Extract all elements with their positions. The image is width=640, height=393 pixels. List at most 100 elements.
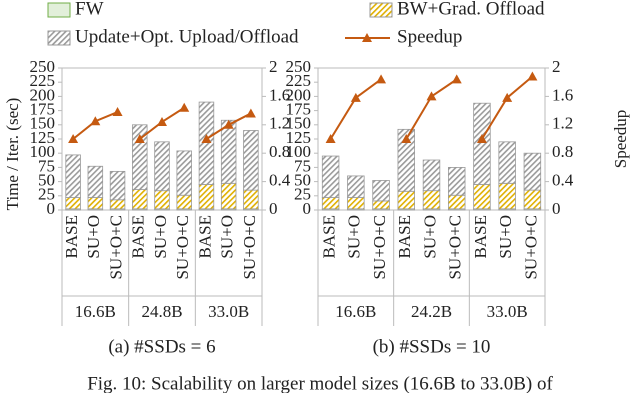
- bar-segment: [243, 189, 259, 210]
- figure-caption: Fig. 10: Scalability on larger model siz…: [87, 373, 553, 393]
- y-tick-label: 75: [38, 156, 55, 175]
- y-tick-label: 200: [286, 85, 312, 104]
- y-tick-label: 150: [286, 114, 312, 133]
- bar-segment: [347, 197, 365, 210]
- speedup-marker: [376, 74, 387, 84]
- speedup-marker: [350, 92, 361, 102]
- x-tick-label: SU+O: [84, 215, 103, 259]
- bar-segment: [498, 182, 516, 210]
- y2-tick-label: 2: [552, 57, 561, 76]
- group-label: 33.0B: [208, 302, 249, 321]
- legend-swatch: [369, 2, 393, 18]
- speedup-marker: [157, 116, 167, 126]
- bar-segment: [65, 154, 81, 198]
- y-tick-label: 50: [38, 171, 55, 190]
- bar-segment: [447, 166, 466, 196]
- bar-segment: [347, 175, 365, 198]
- group-label: 24.2B: [411, 302, 452, 321]
- bar-segment: [154, 190, 170, 210]
- x-tick-label: SU+O+C: [370, 215, 389, 280]
- y-tick-label: 250: [30, 57, 56, 76]
- bar-segment: [220, 119, 237, 184]
- y-tick-label: 125: [286, 128, 312, 147]
- bar-segment: [220, 182, 237, 210]
- y2-tick-label: 0.4: [269, 171, 291, 190]
- y2-tick-label: 1.6: [269, 85, 290, 104]
- y2-tick-label: 2: [269, 57, 278, 76]
- y-tick-label: 175: [30, 100, 56, 119]
- legend-swatch: [47, 30, 71, 46]
- x-tick-label: SU+O+C: [173, 215, 192, 280]
- y-tick-label: 25: [38, 185, 55, 204]
- bar-segment: [132, 189, 148, 210]
- speedup-marker: [245, 108, 256, 118]
- x-tick-label: BASE: [195, 215, 214, 258]
- y-tick-label: 200: [30, 85, 56, 104]
- speedup-marker: [223, 119, 234, 129]
- bar-segment: [176, 150, 192, 196]
- bar-segment: [109, 199, 126, 210]
- x-tick-label: SU+O: [151, 215, 170, 259]
- y-tick-label: 250: [286, 57, 312, 76]
- y2-tick-label: 0: [269, 199, 278, 218]
- bar-segment: [65, 197, 81, 210]
- x-tick-label: SU+O+C: [521, 215, 540, 280]
- x-tick-label: SU+O+C: [240, 215, 259, 280]
- y-tick-label: 125: [30, 128, 56, 147]
- y-tick-label: 0: [47, 199, 56, 218]
- panel-caption: (b) #SSDs = 10: [373, 336, 491, 357]
- x-tick-label: SU+O: [218, 215, 237, 259]
- y2-tick-label: 1.2: [269, 114, 290, 133]
- y2-tick-label: 0.8: [269, 142, 290, 161]
- bar-segment: [87, 165, 104, 198]
- bar-segment: [498, 141, 516, 184]
- bar-segment: [397, 190, 416, 210]
- y-tick-label: 100: [286, 142, 312, 161]
- y2-axis-label: Speedup: [611, 110, 630, 169]
- bar-segment: [523, 189, 542, 210]
- y-tick-label: 75: [294, 156, 311, 175]
- y-axis-label: Time / Iter. (sec): [3, 98, 22, 211]
- speedup-marker: [112, 107, 123, 117]
- legend-label: BW+Grad. Offload: [397, 0, 545, 19]
- legend-swatch: [47, 2, 71, 18]
- speedup-line: [329, 78, 382, 140]
- legend-label: Update+Opt. Upload/Offload: [75, 26, 299, 47]
- x-tick-label: SU+O: [345, 215, 364, 259]
- group-label: 24.8B: [141, 302, 182, 321]
- y2-tick-label: 1.6: [552, 85, 573, 104]
- legend-label: Speedup: [397, 26, 462, 47]
- x-tick-label: BASE: [395, 215, 414, 258]
- speedup-marker: [426, 91, 437, 101]
- y2-tick-label: 0: [552, 199, 561, 218]
- x-tick-label: SU+O+C: [446, 215, 465, 280]
- speedup-marker: [90, 116, 101, 126]
- x-tick-label: BASE: [62, 215, 81, 258]
- y-tick-label: 50: [294, 171, 311, 190]
- bar-segment: [473, 184, 491, 210]
- x-tick-label: SU+O: [420, 215, 439, 259]
- y-tick-label: 225: [286, 71, 312, 90]
- x-tick-label: BASE: [320, 215, 339, 258]
- bar-segment: [372, 200, 390, 210]
- y-tick-label: 100: [30, 142, 56, 161]
- speedup-marker: [134, 134, 145, 143]
- group-label: 16.6B: [75, 302, 116, 321]
- y-tick-label: 0: [303, 199, 312, 218]
- speedup-marker: [201, 134, 212, 143]
- legend-label: FW: [75, 0, 104, 19]
- y-tick-label: 225: [30, 71, 56, 90]
- y-tick-label: 150: [30, 114, 56, 133]
- bar-segment: [198, 184, 215, 210]
- speedup-marker: [527, 71, 538, 81]
- group-label: 33.0B: [487, 302, 528, 321]
- y2-tick-label: 1.2: [552, 114, 573, 133]
- bar-segment: [372, 180, 390, 202]
- bar-segment: [198, 101, 215, 185]
- bar-segment: [422, 159, 441, 192]
- bar-segment: [321, 197, 340, 210]
- bar-segment: [447, 194, 466, 210]
- group-label: 16.6B: [335, 302, 376, 321]
- bar-segment: [243, 130, 259, 191]
